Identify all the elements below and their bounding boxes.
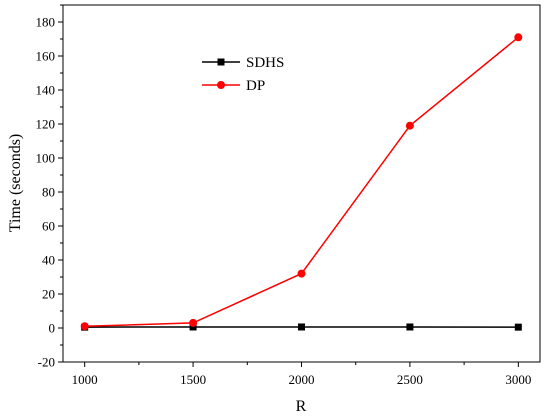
y-tick-label: 40: [42, 253, 55, 268]
x-axis: 1000 1500 2000 2500 3000: [72, 362, 531, 387]
y-tick-label: 60: [42, 219, 55, 234]
x-tick-label: 2500: [397, 372, 423, 387]
y-tick-label: 80: [42, 185, 55, 200]
legend: SDHS DP: [202, 55, 284, 94]
data-point-sdhs: [406, 323, 414, 331]
x-tick-label: 1000: [72, 372, 98, 387]
data-point-dp: [80, 322, 89, 331]
y-tick-label: 20: [42, 287, 55, 302]
legend-label-sdhs: SDHS: [246, 55, 284, 71]
x-tick-label: 1500: [180, 372, 206, 387]
x-axis-title: R: [296, 398, 307, 415]
plot-frame: [62, 4, 541, 363]
legend-label-dp: DP: [246, 78, 265, 94]
legend-marker-sdhs: [217, 58, 225, 66]
data-point-dp: [189, 318, 198, 327]
y-tick-label: 180: [36, 15, 56, 30]
data-point-sdhs: [298, 323, 305, 331]
data-point-sdhs: [189, 323, 197, 331]
y-axis: -20 0 20 40 60 80 100 120 140 160 180: [36, 4, 63, 370]
y-tick-label: -20: [38, 355, 55, 370]
data-point-sdhs: [514, 323, 522, 331]
x-tick-label: 2000: [289, 372, 315, 387]
x-tick-label: 3000: [505, 372, 531, 387]
y-tick-label: 0: [49, 321, 56, 336]
y-tick-label: 160: [36, 49, 56, 64]
series-line-dp: [84, 36, 519, 328]
data-point-dp: [405, 121, 414, 130]
y-tick-label: 100: [36, 151, 56, 166]
y-tick-label: 140: [36, 83, 56, 98]
legend-marker-dp: [217, 81, 225, 89]
series-layer: [80, 33, 523, 331]
data-point-dp: [297, 269, 306, 278]
data-point-dp: [514, 33, 523, 42]
y-axis-title: Time (seconds): [7, 134, 24, 233]
y-tick-label: 120: [36, 117, 56, 132]
